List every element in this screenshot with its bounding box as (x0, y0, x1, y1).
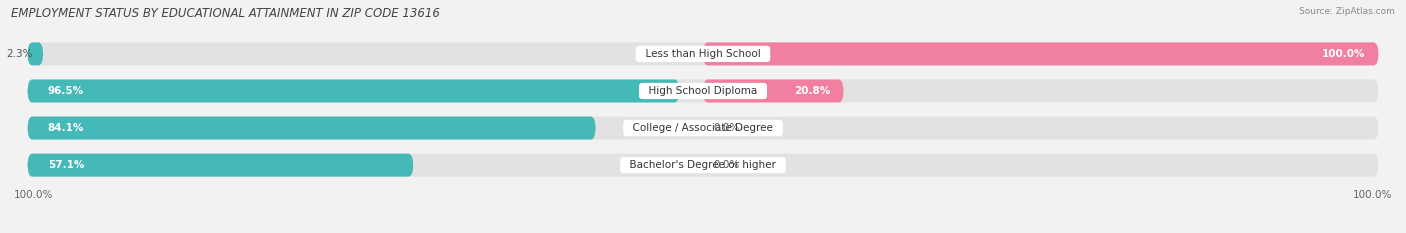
Text: 84.1%: 84.1% (48, 123, 84, 133)
FancyBboxPatch shape (28, 116, 596, 140)
Text: 0.0%: 0.0% (714, 160, 740, 170)
Text: 20.8%: 20.8% (794, 86, 830, 96)
FancyBboxPatch shape (703, 42, 1378, 65)
FancyBboxPatch shape (28, 42, 1378, 65)
Text: Source: ZipAtlas.com: Source: ZipAtlas.com (1299, 7, 1395, 16)
Text: 100.0%: 100.0% (1322, 49, 1365, 59)
Text: High School Diploma: High School Diploma (643, 86, 763, 96)
Text: 2.3%: 2.3% (6, 49, 32, 59)
FancyBboxPatch shape (28, 42, 44, 65)
FancyBboxPatch shape (28, 154, 1378, 177)
Text: 57.1%: 57.1% (48, 160, 84, 170)
Text: Bachelor's Degree or higher: Bachelor's Degree or higher (623, 160, 783, 170)
FancyBboxPatch shape (28, 116, 1378, 140)
Text: 0.0%: 0.0% (714, 123, 740, 133)
Text: 100.0%: 100.0% (14, 190, 53, 200)
FancyBboxPatch shape (28, 79, 1378, 103)
Text: EMPLOYMENT STATUS BY EDUCATIONAL ATTAINMENT IN ZIP CODE 13616: EMPLOYMENT STATUS BY EDUCATIONAL ATTAINM… (11, 7, 440, 20)
FancyBboxPatch shape (28, 79, 679, 103)
Text: 100.0%: 100.0% (1353, 190, 1392, 200)
FancyBboxPatch shape (703, 79, 844, 103)
FancyBboxPatch shape (28, 154, 413, 177)
Text: College / Associate Degree: College / Associate Degree (626, 123, 780, 133)
Text: Less than High School: Less than High School (638, 49, 768, 59)
Text: 96.5%: 96.5% (48, 86, 84, 96)
